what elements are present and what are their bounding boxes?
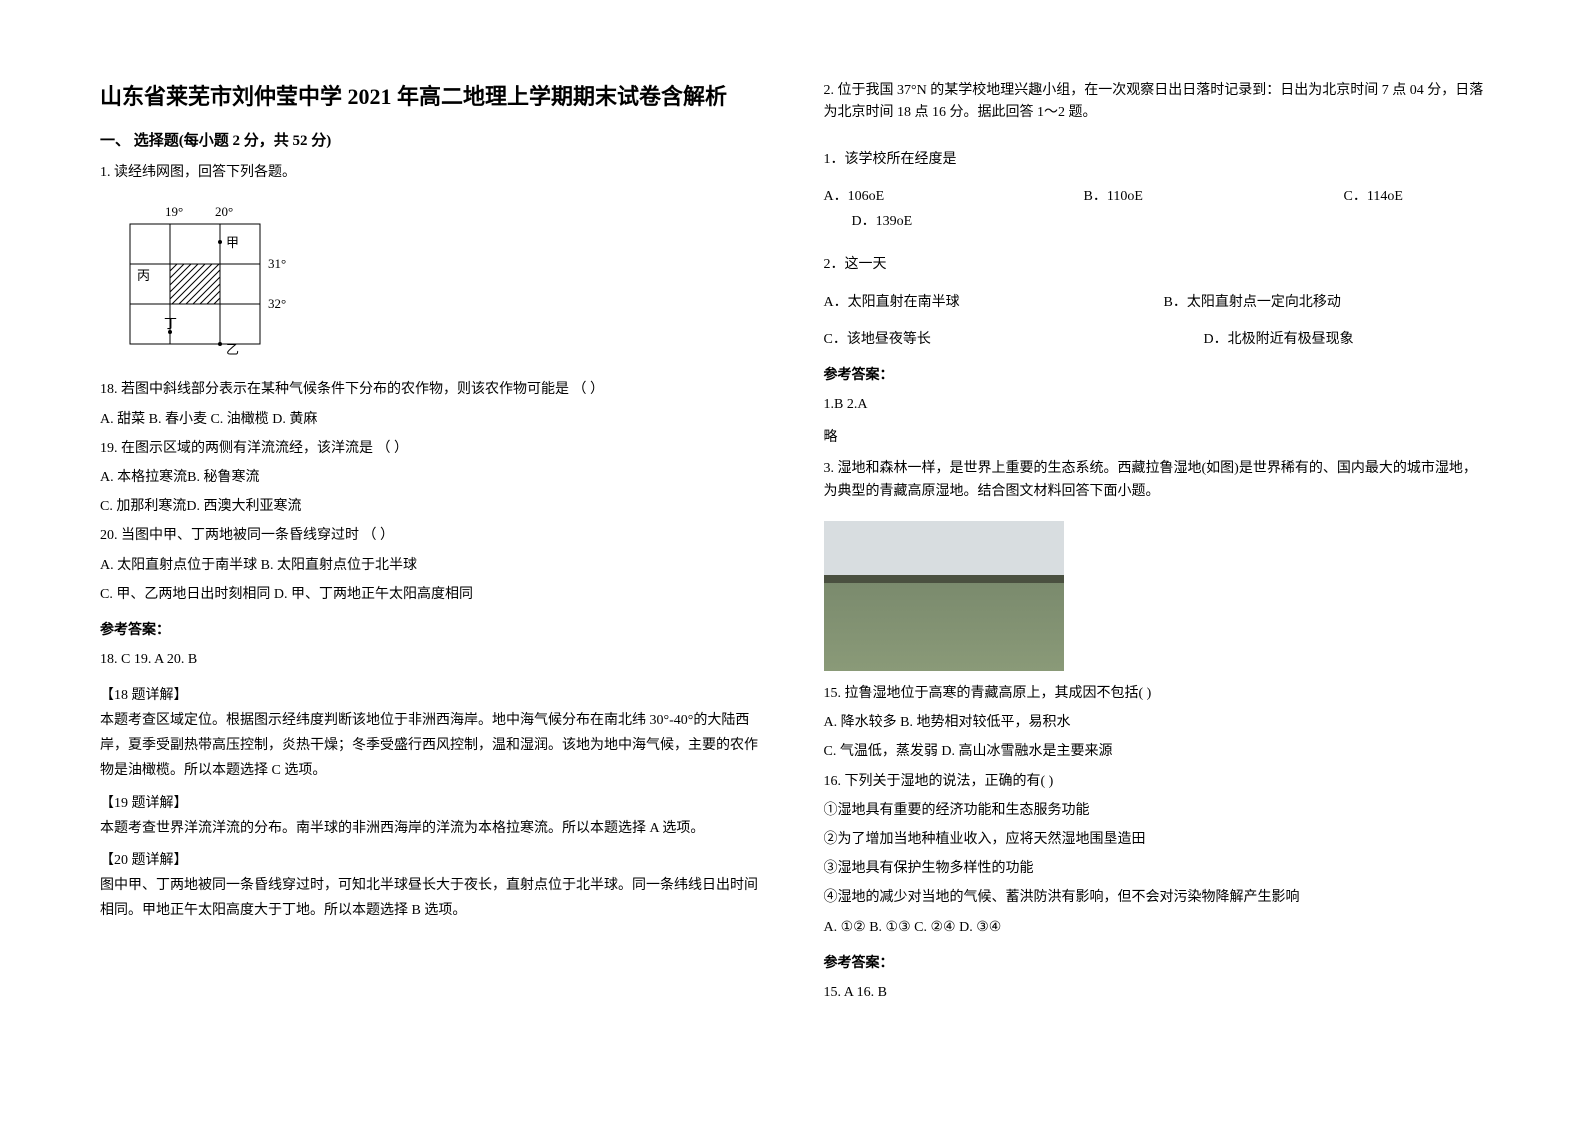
q2-sub1-opts: A．106oE B．110oE C．114oE D．139oE <box>824 184 1488 234</box>
right-column: 2. 位于我国 37°N 的某学校地理兴趣小组，在一次观察日出日落时记录到：日出… <box>824 80 1488 1082</box>
q3-ans-header: 参考答案： <box>824 952 1488 972</box>
q15-opts-b: C. 气温低，蒸发弱 D. 高山冰雪融水是主要来源 <box>824 739 1488 764</box>
doc-title: 山东省莱芜市刘仲莹中学 2021 年高二地理上学期期末试卷含解析 <box>100 80 764 113</box>
q2-sub2-a: A．太阳直射在南半球 <box>824 290 1164 315</box>
q16: 16. 下列关于湿地的说法，正确的有( ) <box>824 769 1488 794</box>
q18: 18. 若图中斜线部分表示在某种气候条件下分布的农作物，则该农作物可能是 （ ） <box>100 377 764 402</box>
q2-ans-header: 参考答案： <box>824 364 1488 384</box>
q19-opts-a: A. 本格拉寒流B. 秘鲁寒流 <box>100 465 764 490</box>
label-ding: 丁 <box>164 316 177 331</box>
grid-diagram: 19° 20° 甲 丙 丁 乙 31° 32° <box>120 202 764 367</box>
lat-31: 31° <box>268 256 286 271</box>
wetland-photo <box>824 521 1064 671</box>
exp18-h: 【18 题详解】 <box>100 684 764 704</box>
q20: 20. 当图中甲、丁两地被同一条昏线穿过时 （ ） <box>100 523 764 548</box>
q16-4: ④湿地的减少对当地的气候、蓄洪防洪有影响，但不会对污染物降解产生影响 <box>824 885 1488 910</box>
lat-32: 32° <box>268 296 286 311</box>
lon-20: 20° <box>215 204 233 219</box>
q2-sub2: 2．这一天 <box>824 252 1488 277</box>
label-yi: 乙 <box>226 342 239 357</box>
q1-intro: 1. 读经纬网图，回答下列各题。 <box>100 162 764 184</box>
section-header: 一、 选择题(每小题 2 分，共 52 分) <box>100 129 764 150</box>
q2-sub2-row2: C．该地昼夜等长 D．北极附近有极昼现象 <box>824 327 1488 352</box>
exp19: 本题考查世界洋流洋流的分布。南半球的非洲西海岸的洋流为本格拉寒流。所以本题选择 … <box>100 816 764 841</box>
q2-sub1-d: D．139oE <box>824 209 1488 234</box>
q19: 19. 在图示区域的两侧有洋流流经，该洋流是 （ ） <box>100 436 764 461</box>
q2-sub1-b: B．110oE <box>1084 184 1344 209</box>
q2-sub2-c: C．该地昼夜等长 <box>824 327 1204 352</box>
q3-ans: 15. A 16. B <box>824 980 1488 1005</box>
q2-intro: 2. 位于我国 37°N 的某学校地理兴趣小组，在一次观察日出日落时记录到：日出… <box>824 80 1488 125</box>
q18-opts: A. 甜菜 B. 春小麦 C. 油橄榄 D. 黄麻 <box>100 407 764 432</box>
q3-intro: 3. 湿地和森林一样，是世界上重要的生态系统。西藏拉鲁湿地(如图)是世界稀有的、… <box>824 458 1488 503</box>
q16-opts: A. ①② B. ①③ C. ②④ D. ③④ <box>824 915 1488 940</box>
exp18: 本题考查区域定位。根据图示经纬度判断该地位于非洲西海岸。地中海气候分布在南北纬 … <box>100 708 764 784</box>
label-bing: 丙 <box>137 268 150 283</box>
q2-sub2-d: D．北极附近有极昼现象 <box>1204 327 1354 352</box>
q19-opts-b: C. 加那利寒流D. 西澳大利亚寒流 <box>100 494 764 519</box>
q20-opts-b: C. 甲、乙两地日出时刻相同 D. 甲、丁两地正午太阳高度相同 <box>100 582 764 607</box>
left-column: 山东省莱芜市刘仲莹中学 2021 年高二地理上学期期末试卷含解析 一、 选择题(… <box>100 80 764 1082</box>
exp20: 图中甲、丁两地被同一条昏线穿过时，可知北半球昼长大于夜长，直射点位于北半球。同一… <box>100 873 764 923</box>
q1-ans-header: 参考答案： <box>100 619 764 639</box>
q2-ans: 1.B 2.A <box>824 392 1488 417</box>
q15: 15. 拉鲁湿地位于高寒的青藏高原上，其成因不包括( ) <box>824 681 1488 706</box>
q16-2: ②为了增加当地种植业收入，应将天然湿地围垦造田 <box>824 827 1488 852</box>
exp20-h: 【20 题详解】 <box>100 849 764 869</box>
q16-3: ③湿地具有保护生物多样性的功能 <box>824 856 1488 881</box>
label-jia: 甲 <box>226 235 239 250</box>
q20-opts-a: A. 太阳直射点位于南半球 B. 太阳直射点位于北半球 <box>100 553 764 578</box>
q2-lue: 略 <box>824 425 1488 450</box>
q2-sub1-a: A．106oE <box>824 184 1084 209</box>
q2-sub2-b: B．太阳直射点一定向北移动 <box>1164 290 1341 315</box>
q15-opts-a: A. 降水较多 B. 地势相对较低平，易积水 <box>824 710 1488 735</box>
lon-19: 19° <box>165 204 183 219</box>
q16-1: ①湿地具有重要的经济功能和生态服务功能 <box>824 798 1488 823</box>
exp19-h: 【19 题详解】 <box>100 792 764 812</box>
q2-sub1: 1．该学校所在经度是 <box>824 147 1488 172</box>
q1-ans: 18. C 19. A 20. B <box>100 647 764 672</box>
q2-sub2-row1: A．太阳直射在南半球 B．太阳直射点一定向北移动 <box>824 290 1488 315</box>
q2-sub1-c: C．114oE <box>1344 184 1403 209</box>
